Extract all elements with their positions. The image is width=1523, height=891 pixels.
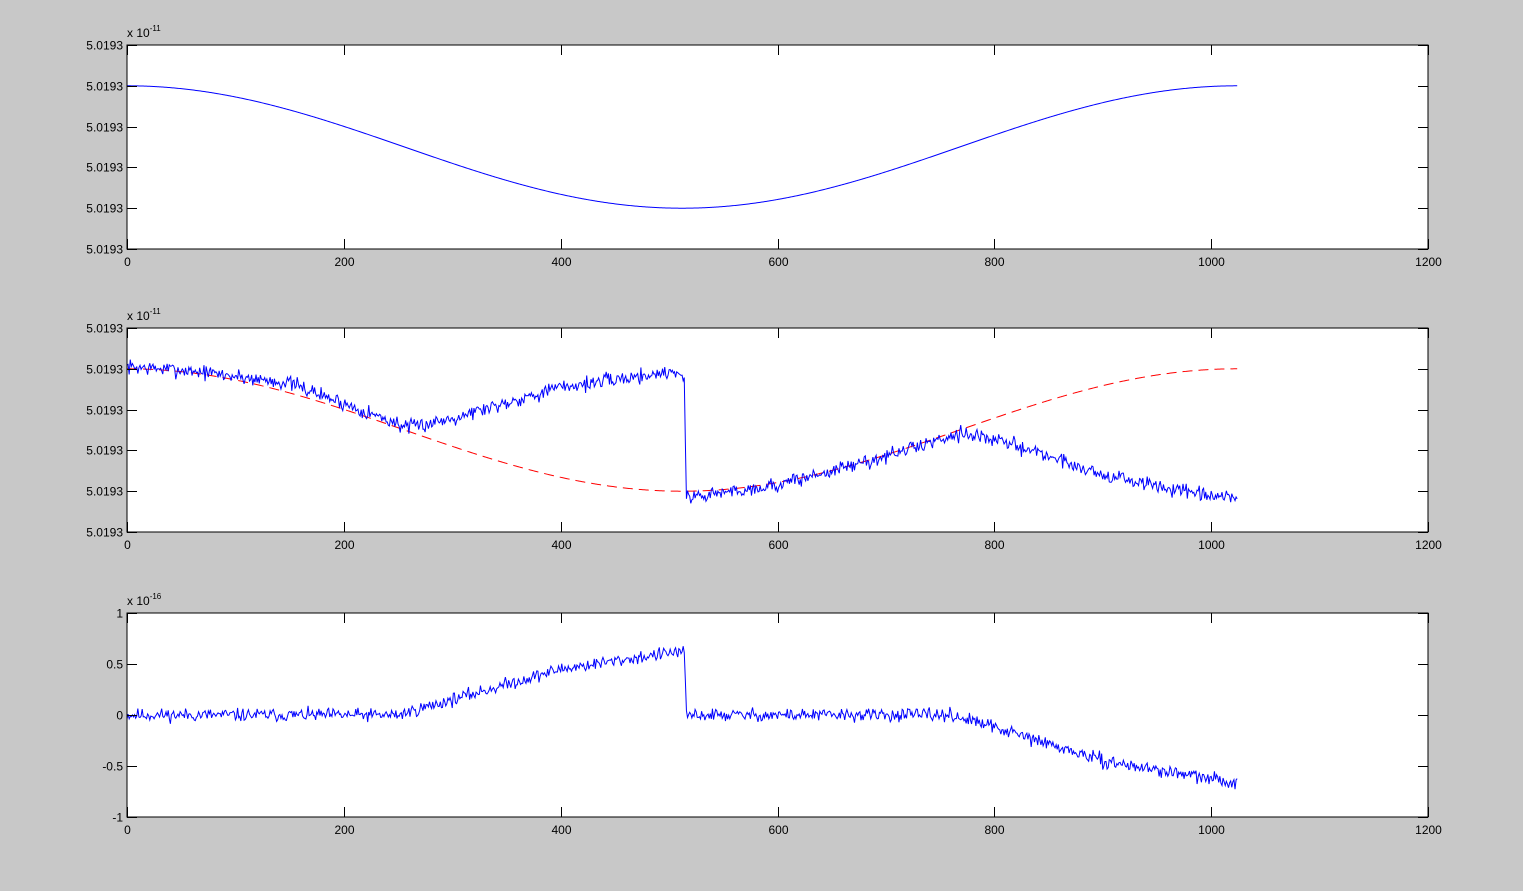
x-tick-label: 800	[984, 538, 1004, 552]
series-line-1	[127, 646, 1238, 790]
y-tick-label: 0.5	[106, 658, 123, 672]
x-tick-label: 1200	[1415, 255, 1442, 269]
x-tick-label: 800	[984, 823, 1004, 837]
y-tick-label: 5.0193	[86, 404, 123, 418]
x-tick-label: 200	[334, 538, 354, 552]
x-tick-label: 600	[768, 538, 788, 552]
subplot-1: 0 200 400 600 800 1000 1200 5.0193 5.0193 5.0193 5…	[86, 24, 1442, 269]
subplot-3: 0 200 400 600 800 1000 1200 -1 -0.5 0 0.5 1 x 10-16	[102, 592, 1442, 837]
series-line-2	[127, 359, 1238, 504]
axes-box	[126, 327, 1429, 533]
x-tick-label: 400	[551, 255, 571, 269]
x-tick-label: 200	[334, 823, 354, 837]
y-tick-label: 5.0193	[86, 80, 123, 94]
x-tick-label: 1200	[1415, 823, 1442, 837]
y-tick-label: 5.0193	[86, 243, 123, 257]
y-tick-label: 5.0193	[86, 121, 123, 135]
y-tick-label: 5.0193	[86, 526, 123, 540]
x-tick-label: 800	[984, 255, 1004, 269]
x-tick-label: 1000	[1198, 823, 1225, 837]
x-tick-label: 600	[768, 823, 788, 837]
y-tick-label: -0.5	[102, 760, 123, 774]
y-tick-label: 5.0193	[86, 39, 123, 53]
axes-box	[126, 44, 1429, 250]
y-tick-label: 1	[116, 607, 123, 621]
y-tick-label: 5.0193	[86, 161, 123, 175]
y-exponent-label: x 10-16	[127, 592, 162, 608]
series-line-1	[127, 85, 1238, 209]
subplot-2: 0 200 400 600 800 1000 1200 5.0193 5.0193 5.0193 5…	[86, 307, 1442, 552]
x-tick-label: 0	[124, 255, 131, 269]
y-exponent-label: x 10-11	[127, 24, 161, 40]
y-tick-label: 5.0193	[86, 444, 123, 458]
plot-area	[127, 328, 1428, 532]
x-tick-label: 400	[551, 538, 571, 552]
x-tick-label: 1200	[1415, 538, 1442, 552]
y-exponent-label: x 10-11	[127, 307, 161, 323]
x-tick-label: 400	[551, 823, 571, 837]
x-tick-label: 1000	[1198, 255, 1225, 269]
y-tick-label: 0	[116, 709, 123, 723]
x-tick-label: 0	[124, 823, 131, 837]
y-tick-label: 5.0193	[86, 202, 123, 216]
x-tick-label: 200	[334, 255, 354, 269]
y-tick-label: 5.0193	[86, 363, 123, 377]
x-tick-label: 1000	[1198, 538, 1225, 552]
y-tick-label: 5.0193	[86, 485, 123, 499]
x-tick-label: 600	[768, 255, 788, 269]
y-tick-label: 5.0193	[86, 322, 123, 336]
plot-area	[127, 45, 1428, 249]
y-tick-label: -1	[112, 811, 123, 825]
x-tick-label: 0	[124, 538, 131, 552]
